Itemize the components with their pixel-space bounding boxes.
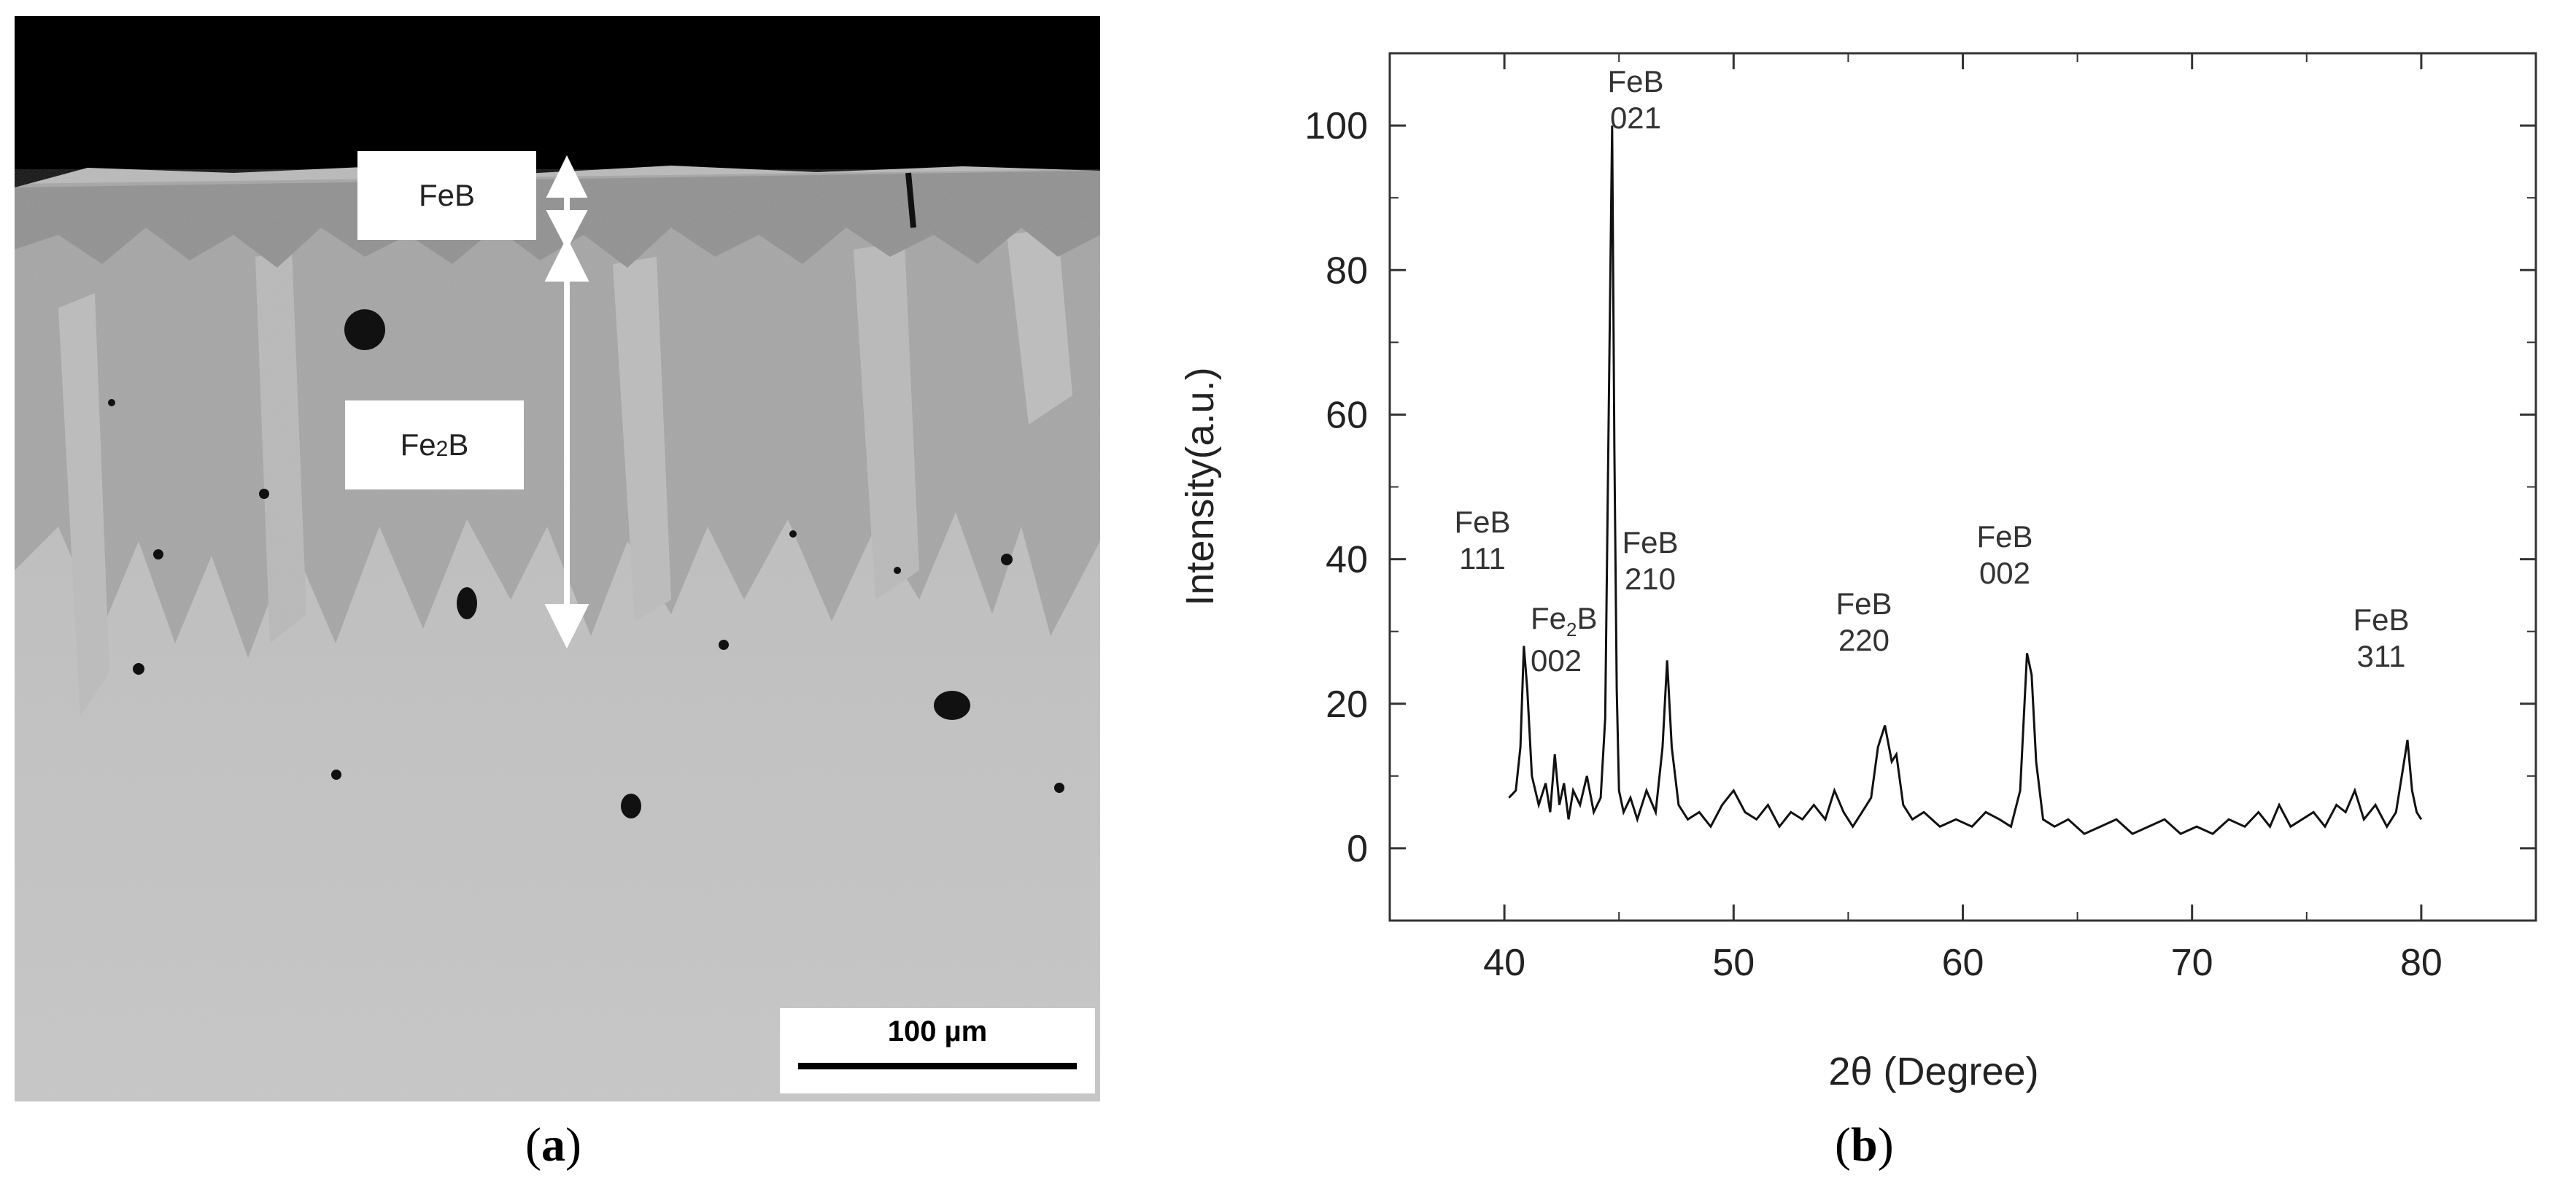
y-tick-label: 60	[1326, 394, 1368, 436]
y-tick-label: 0	[1347, 828, 1368, 870]
peak-label-phase: FeB	[2353, 603, 2409, 637]
peak-label-phase: FeB	[1622, 525, 1678, 559]
x-tick-label: 80	[2400, 942, 2442, 984]
caption-a-letter: a	[541, 1118, 565, 1171]
peak-annotations: FeB111Fe2B002FeB021FeB210FeB220FeB002FeB…	[1454, 64, 2409, 678]
y-axis-title: Intensity(a.u.)	[1178, 367, 1222, 605]
sem-micrograph-image	[15, 16, 1100, 1101]
peak-label-index: 021	[1610, 101, 1661, 135]
x-tick-label: 60	[1942, 942, 1984, 984]
scale-bar-label: 100 µm	[887, 1015, 988, 1047]
x-axis-title: 2θ (Degree)	[1828, 1050, 2038, 1093]
peak-label-phase: FeB	[1976, 519, 2032, 554]
peak-label-index: 210	[1625, 562, 1676, 596]
caption-a: (a)	[525, 1118, 581, 1173]
y-tick-label: 40	[1326, 539, 1368, 581]
peak-label-index: 111	[1459, 541, 1506, 576]
scale-bar-line	[798, 1063, 1077, 1069]
fe2b-layer-label: Fe 2 B	[345, 400, 524, 489]
peak-label-index: 002	[1979, 556, 2030, 590]
caption-a-close: )	[565, 1118, 581, 1171]
scale-bar: 100 µm	[780, 1008, 1095, 1093]
fe2b-label-subscript: 2	[436, 437, 449, 461]
caption-b: (b)	[1835, 1118, 1894, 1173]
feb-layer-label: FeB	[357, 151, 536, 240]
peak-label-phase: FeB	[1836, 586, 1892, 621]
fe2b-label-b: B	[448, 427, 469, 462]
y-tick-label: 100	[1304, 105, 1368, 147]
x-tick-label: 40	[1483, 942, 1525, 984]
chart-ticks: 40 50 60 70 80 0 20 40 60 80 100	[1304, 53, 2537, 984]
peak-label-index: 002	[1531, 643, 1582, 678]
caption-b-letter: b	[1850, 1118, 1878, 1171]
feb-label-text: FeB	[418, 178, 476, 212]
x-tick-label: 70	[2171, 942, 2213, 984]
peak-label-index: 220	[1838, 623, 1890, 657]
caption-b-open: (	[1835, 1118, 1851, 1171]
micrograph-panel: FeB Fe 2 B 100 µm	[15, 16, 1100, 1101]
fe2b-label-fe: Fe	[400, 427, 436, 462]
y-tick-label: 80	[1326, 249, 1368, 292]
xrd-pattern-line	[1508, 125, 2423, 835]
caption-b-close: )	[1877, 1118, 1894, 1171]
y-tick-label: 20	[1326, 683, 1368, 726]
peak-label-formula: Fe2B	[1531, 601, 1598, 640]
caption-a-open: (	[525, 1118, 541, 1171]
x-tick-label: 50	[1712, 942, 1755, 984]
peak-label-index: 311	[2357, 639, 2406, 673]
peak-label-phase: FeB	[1607, 64, 1663, 98]
peak-label-phase: FeB	[1454, 505, 1510, 539]
